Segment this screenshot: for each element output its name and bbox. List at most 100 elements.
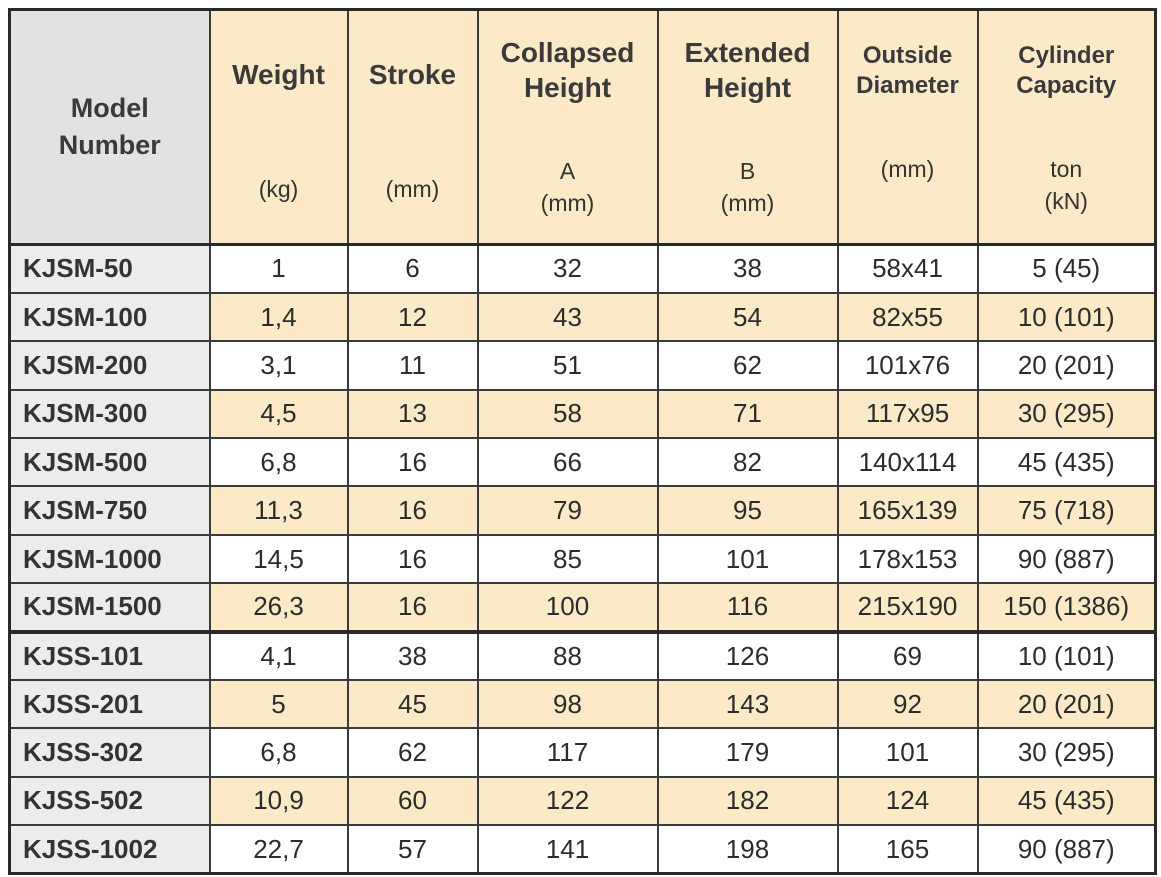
table-row: KJSS-302 6,8 62 117 179 101 30 (295) [8, 727, 1157, 778]
header-extended-height: Extended Height B (mm) [656, 8, 839, 246]
header-weight-title: Weight [232, 59, 325, 90]
cell-weight: 4,1 [208, 629, 349, 682]
table-row: KJSS-201 5 45 98 143 92 20 (201) [8, 679, 1157, 730]
cell-model-number: KJSM-1500 [8, 582, 211, 633]
cell-weight: 26,3 [208, 582, 349, 633]
cell-weight: 10,9 [208, 775, 349, 827]
cell-collapsed-height: 117 [476, 727, 659, 778]
cell-model-number: KJSM-500 [8, 437, 211, 488]
cell-extended-height: 179 [656, 727, 839, 778]
cell-stroke: 45 [346, 679, 479, 730]
cell-extended-height: 38 [656, 243, 839, 294]
cell-stroke: 16 [346, 437, 479, 488]
cell-weight: 1 [208, 243, 349, 294]
cell-weight: 22,7 [208, 824, 349, 875]
cell-outside-diameter: 178x153 [836, 533, 979, 585]
cell-weight: 3,1 [208, 340, 349, 391]
cell-model-number: KJSS-201 [8, 679, 211, 730]
cell-model-number: KJSM-100 [8, 291, 211, 343]
header-cylinder-capacity-title: Cylinder Capacity [1016, 42, 1117, 99]
cell-cylinder-capacity: 20 (201) [976, 679, 1157, 730]
header-stroke: Stroke (mm) [346, 8, 479, 246]
header-model-number-label: Model Number [58, 93, 161, 160]
cell-cylinder-capacity: 90 (887) [976, 824, 1157, 875]
cell-extended-height: 126 [656, 629, 839, 682]
cell-extended-height: 182 [656, 775, 839, 827]
cell-cylinder-capacity: 5 (45) [976, 243, 1157, 294]
cell-outside-diameter: 165x139 [836, 485, 979, 536]
cell-model-number: KJSS-502 [8, 775, 211, 827]
cell-outside-diameter: 140x114 [836, 437, 979, 488]
cell-cylinder-capacity: 150 (1386) [976, 582, 1157, 633]
cell-weight: 4,5 [208, 388, 349, 440]
cell-outside-diameter: 101 [836, 727, 979, 778]
cell-extended-height: 143 [656, 679, 839, 730]
header-outside-diameter-unit: (mm) [880, 156, 935, 182]
cell-collapsed-height: 141 [476, 824, 659, 875]
table-row: KJSS-502 10,9 60 122 182 124 45 (435) [8, 775, 1157, 827]
header-cylinder-capacity-unit: ton (kN) [1044, 156, 1088, 214]
cell-stroke: 13 [346, 388, 479, 440]
cell-extended-height: 82 [656, 437, 839, 488]
cell-model-number: KJSS-101 [8, 629, 211, 682]
table-row: KJSM-100 1,4 12 43 54 82x55 10 (101) [8, 291, 1157, 343]
cell-extended-height: 116 [656, 582, 839, 633]
header-extended-height-unit: B (mm) [720, 158, 775, 216]
table-row: KJSM-200 3,1 11 51 62 101x76 20 (201) [8, 340, 1157, 391]
cell-outside-diameter: 101x76 [836, 340, 979, 391]
cell-stroke: 57 [346, 824, 479, 875]
cell-collapsed-height: 79 [476, 485, 659, 536]
header-weight: Weight (kg) [208, 8, 349, 246]
cell-outside-diameter: 165 [836, 824, 979, 875]
header-cylinder-capacity: Cylinder Capacity ton (kN) [976, 8, 1157, 246]
cell-cylinder-capacity: 45 (435) [976, 437, 1157, 488]
cell-collapsed-height: 51 [476, 340, 659, 391]
cell-outside-diameter: 58x41 [836, 243, 979, 294]
table-row: KJSS-1002 22,7 57 141 198 165 90 (887) [8, 824, 1157, 875]
cell-model-number: KJSM-1000 [8, 533, 211, 585]
cell-stroke: 62 [346, 727, 479, 778]
table-row: KJSM-300 4,5 13 58 71 117x95 30 (295) [8, 388, 1157, 440]
cell-outside-diameter: 92 [836, 679, 979, 730]
cell-cylinder-capacity: 30 (295) [976, 388, 1157, 440]
cell-outside-diameter: 124 [836, 775, 979, 827]
cell-stroke: 6 [346, 243, 479, 294]
header-collapsed-height-title: Collapsed Height [500, 37, 635, 103]
cell-stroke: 16 [346, 582, 479, 633]
cylinder-spec-table: Model Number Weight (kg) Stroke (mm) [8, 8, 1157, 876]
cell-model-number: KJSM-300 [8, 388, 211, 440]
cell-cylinder-capacity: 30 (295) [976, 727, 1157, 778]
header-outside-diameter: Outside Diameter (mm) [836, 8, 979, 246]
header-outside-diameter-title: Outside Diameter [856, 42, 959, 99]
header-row: Model Number Weight (kg) Stroke (mm) [8, 8, 1157, 246]
table-body: KJSM-50 1 6 32 38 58x41 5 (45) KJSM-100 1,4 12 43 5… [8, 243, 1157, 875]
table-row: KJSM-1000 14,5 16 85 101 178x153 90 (887) [8, 533, 1157, 585]
table-row: KJSM-500 6,8 16 66 82 140x114 45 (435) [8, 437, 1157, 488]
cell-cylinder-capacity: 90 (887) [976, 533, 1157, 585]
cell-model-number: KJSS-302 [8, 727, 211, 778]
cell-outside-diameter: 215x190 [836, 582, 979, 633]
cell-cylinder-capacity: 20 (201) [976, 340, 1157, 391]
cell-extended-height: 71 [656, 388, 839, 440]
cell-weight: 1,4 [208, 291, 349, 343]
cell-stroke: 16 [346, 533, 479, 585]
cell-stroke: 38 [346, 629, 479, 682]
header-model-number: Model Number [8, 8, 211, 246]
cell-stroke: 60 [346, 775, 479, 827]
cell-weight: 11,3 [208, 485, 349, 536]
cell-collapsed-height: 122 [476, 775, 659, 827]
cell-collapsed-height: 66 [476, 437, 659, 488]
cell-collapsed-height: 85 [476, 533, 659, 585]
table-row: KJSS-101 4,1 38 88 126 69 10 (101) [8, 629, 1157, 682]
header-collapsed-height: Collapsed Height A (mm) [476, 8, 659, 246]
cell-weight: 6,8 [208, 727, 349, 778]
cell-cylinder-capacity: 75 (718) [976, 485, 1157, 536]
cell-collapsed-height: 32 [476, 243, 659, 294]
cell-weight: 5 [208, 679, 349, 730]
cell-stroke: 12 [346, 291, 479, 343]
cell-cylinder-capacity: 10 (101) [976, 629, 1157, 682]
cell-collapsed-height: 43 [476, 291, 659, 343]
table-row: KJSM-50 1 6 32 38 58x41 5 (45) [8, 243, 1157, 294]
header-extended-height-title: Extended Height [684, 37, 811, 103]
cell-stroke: 11 [346, 340, 479, 391]
